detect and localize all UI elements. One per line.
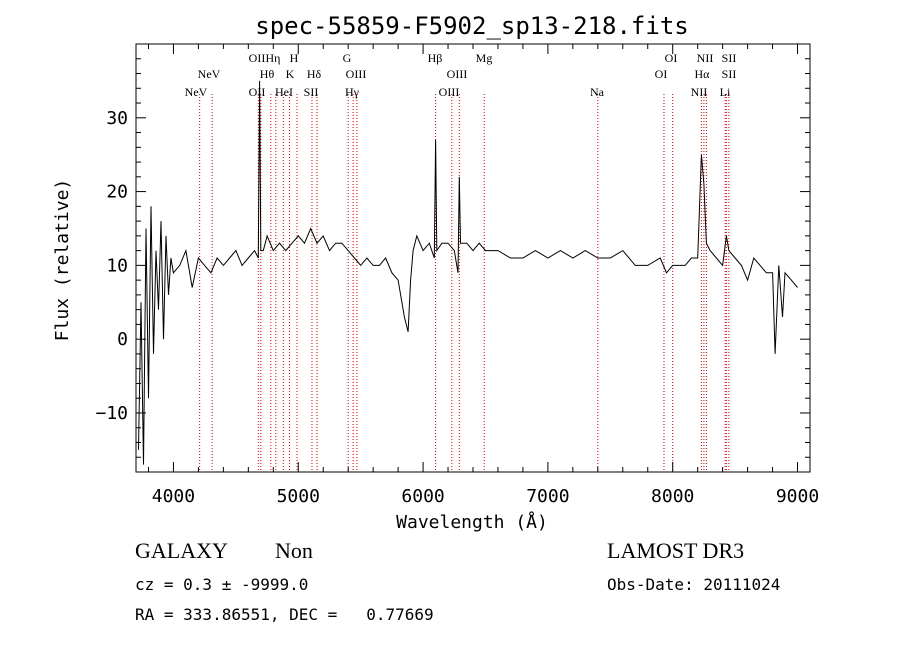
line-label-20: OI xyxy=(655,67,668,81)
x-axis: 4000 5000 6000 7000 8000 9000 xyxy=(148,44,819,507)
y-axis-label: Flux (relative) xyxy=(52,179,73,342)
line-label-21: NII xyxy=(697,51,714,65)
line-label-14: Hβ xyxy=(428,51,443,65)
line-label-7: Hδ xyxy=(307,67,322,81)
y-tick-label-2: 10 xyxy=(106,255,128,276)
survey-name: LAMOST DR3 xyxy=(607,538,744,563)
line-label-25: NII xyxy=(691,85,708,99)
spectral-line-markers xyxy=(200,94,729,472)
y-tick-label-1: 0 xyxy=(117,329,128,350)
y-tick-label-3: 20 xyxy=(106,182,128,203)
spectrum-chart: spec-55859-F5902_sp13-218.fits NeV NeV OII… xyxy=(0,0,900,649)
coordinates: RA = 333.86551, DEC = 0.77669 xyxy=(135,605,434,624)
line-label-9: HeI xyxy=(275,85,293,99)
line-label-23: Hα xyxy=(695,67,711,81)
line-label-4: H xyxy=(290,51,299,65)
y-axis: −10 0 10 20 30 xyxy=(95,59,810,457)
x-tick-label-3: 7000 xyxy=(526,486,569,507)
line-label-16: OIII xyxy=(439,85,460,99)
object-class: GALAXY xyxy=(135,538,228,563)
line-label-17: Mg xyxy=(476,51,493,65)
line-label-19: OI xyxy=(665,51,678,65)
line-label-18: Na xyxy=(590,85,605,99)
y-tick-label-0: −10 xyxy=(95,403,128,424)
line-label-2: OII xyxy=(249,51,266,65)
object-subclass: Non xyxy=(275,538,313,563)
plot-frame xyxy=(136,44,810,472)
line-label-5: Hθ xyxy=(260,67,275,81)
line-label-8: OII xyxy=(249,85,266,99)
line-label-15: OIII xyxy=(447,67,468,81)
x-tick-label-1: 5000 xyxy=(277,486,320,507)
line-label-24: SII xyxy=(722,67,737,81)
x-axis-label: Wavelength (Å) xyxy=(396,511,548,533)
line-label-26: Li xyxy=(720,85,731,99)
line-label-13: Hγ xyxy=(345,85,360,99)
obs-date: Obs-Date: 20111024 xyxy=(607,575,780,594)
redshift-cz: cz = 0.3 ± -9999.0 xyxy=(135,575,308,594)
x-tick-label-2: 6000 xyxy=(401,486,444,507)
y-tick-label-4: 30 xyxy=(106,108,128,129)
line-label-3: Hη xyxy=(266,51,281,65)
line-label-0: NeV xyxy=(198,67,221,81)
chart-title: spec-55859-F5902_sp13-218.fits xyxy=(255,12,688,40)
x-tick-label-4: 8000 xyxy=(651,486,694,507)
line-label-1: NeV xyxy=(185,85,208,99)
spectrum-series-line xyxy=(139,81,798,465)
line-label-6: K xyxy=(286,67,295,81)
line-label-10: SII xyxy=(304,85,319,99)
line-label-11: G xyxy=(343,51,352,65)
line-label-12: OIII xyxy=(346,67,367,81)
x-tick-label-5: 9000 xyxy=(776,486,819,507)
x-tick-label-0: 4000 xyxy=(152,486,195,507)
line-label-22: SII xyxy=(722,51,737,65)
